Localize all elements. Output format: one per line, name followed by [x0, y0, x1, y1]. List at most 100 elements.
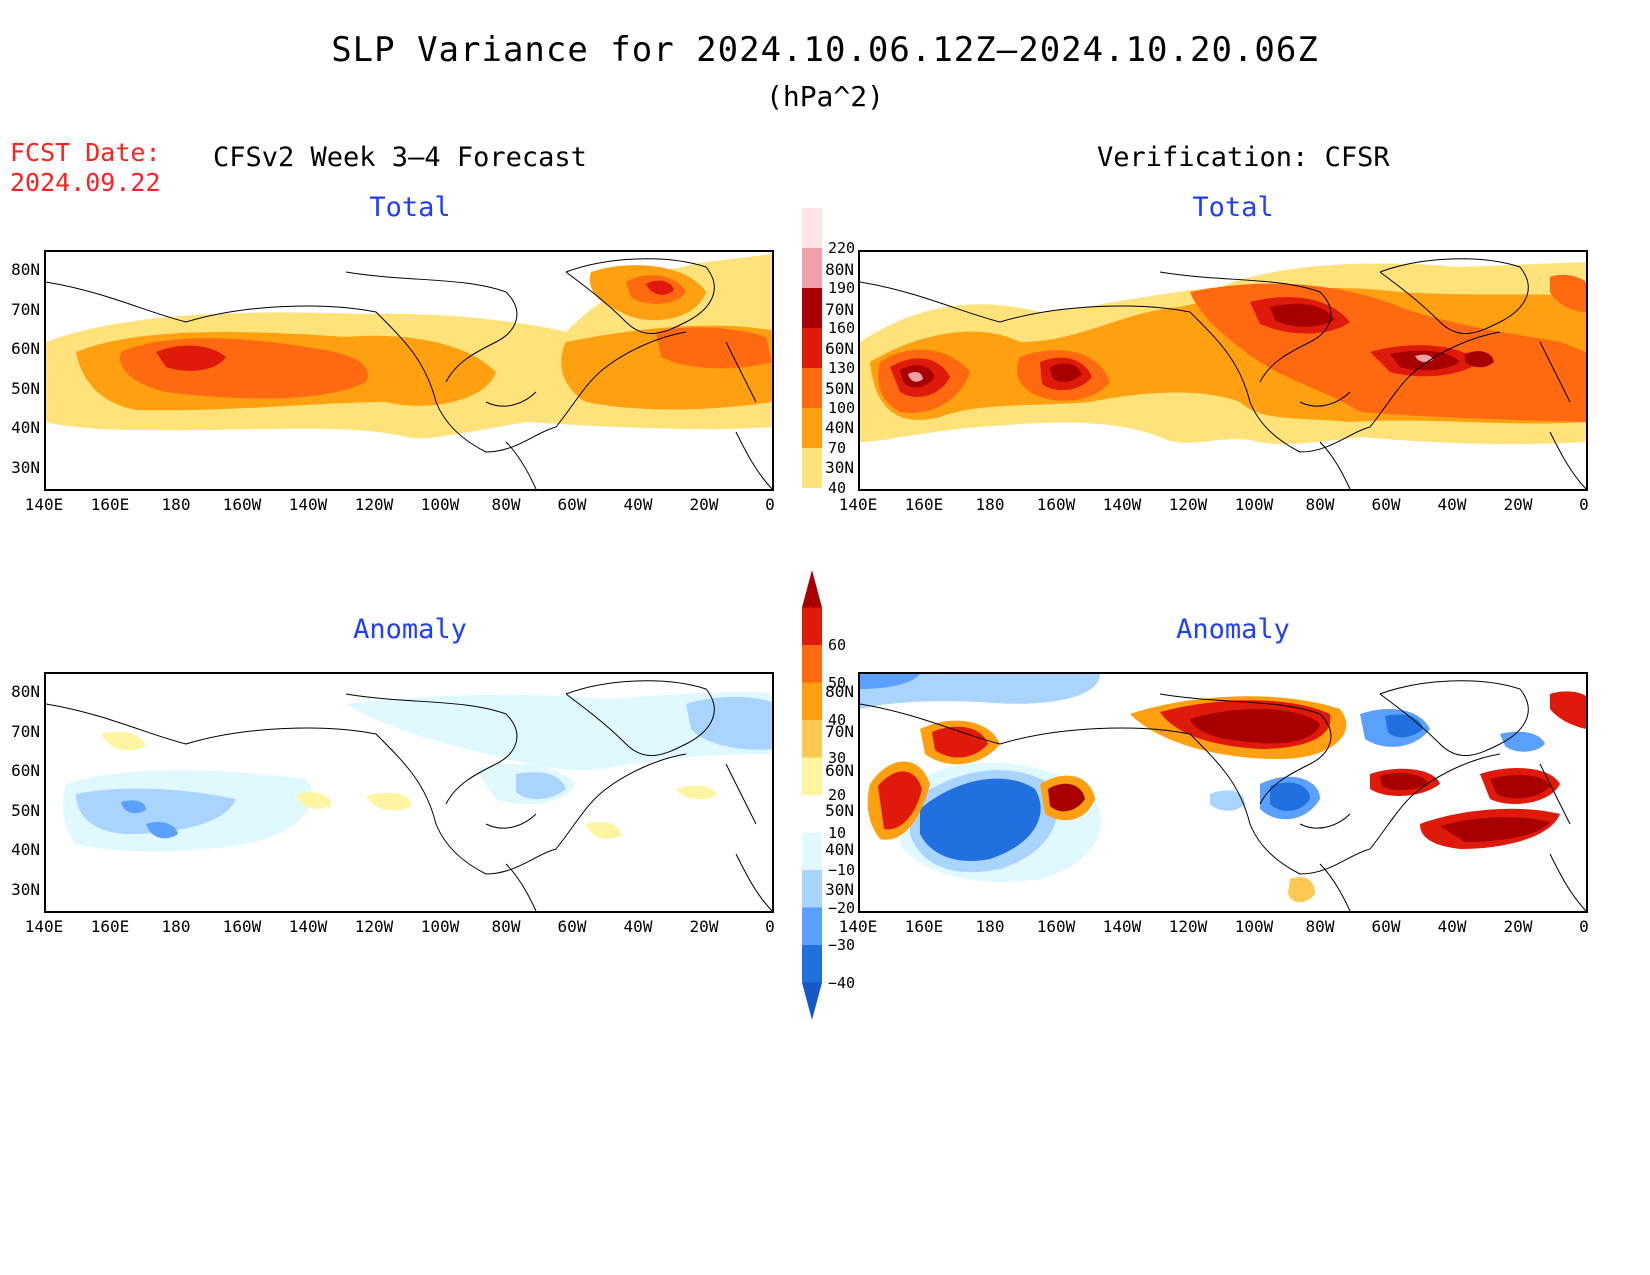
- lon-tick-label: 80W: [1305, 495, 1335, 514]
- colorbar-label: 50: [828, 673, 847, 692]
- lat-tick-label: 80N: [11, 260, 40, 279]
- colorbar-swatch: [802, 248, 822, 288]
- lat-tick-label: 30N: [11, 879, 40, 899]
- colorbar-swatch: [802, 832, 822, 870]
- lat-tick-label: 70N: [825, 299, 854, 319]
- lat-tick-label: 30N: [825, 457, 854, 477]
- colorbar-swatch: [802, 645, 822, 683]
- lon-tick-label: 140E: [24, 917, 64, 936]
- colorbar-swatch: [802, 757, 822, 795]
- lon-tick-label: 20W: [1503, 495, 1533, 514]
- lon-tick-label: 0: [765, 495, 775, 514]
- forecast-anomaly-map: [44, 672, 774, 913]
- lon-tick-label: 100W: [1234, 917, 1274, 936]
- lon-tick-label: 80W: [1305, 917, 1335, 936]
- lon-tick-label: 140W: [288, 495, 328, 514]
- colorbar-label: −10: [828, 861, 856, 879]
- lon-tick-label: 40W: [1437, 495, 1467, 514]
- colorbar-swatch: [802, 408, 822, 448]
- lat-tick-label: 70N: [11, 299, 40, 319]
- colorbar-label: 220: [828, 239, 856, 257]
- lat-tick-label: 30N: [11, 457, 40, 477]
- lon-tick-label: 160W: [222, 495, 262, 514]
- units-label: (hPa^2): [765, 80, 884, 113]
- lon-tick-label: 140W: [288, 917, 328, 936]
- lon-tick-label: 140E: [838, 495, 878, 514]
- colorbar-label: −40: [828, 973, 856, 992]
- colorbar-swatch: [802, 945, 822, 983]
- forecast-date-label: FCST Date:: [10, 138, 161, 167]
- lat-tick-label: 80N: [11, 682, 40, 701]
- colorbar-label: 160: [828, 319, 856, 337]
- lon-tick-label: 20W: [1503, 917, 1533, 936]
- lat-tick-label: 30N: [825, 879, 854, 899]
- lon-tick-label: 160W: [1036, 495, 1076, 514]
- colorbar-arrow-top: [802, 570, 822, 608]
- lat-tick-label: 80N: [825, 260, 854, 279]
- lat-tick-label: 70N: [11, 721, 40, 741]
- colorbar-swatch: [802, 795, 822, 833]
- forecast-date-value: 2024.09.22: [10, 168, 161, 197]
- lon-tick-label: 160W: [1036, 917, 1076, 936]
- colorbar-label: 40: [828, 479, 847, 497]
- lon-tick-label: 160E: [90, 495, 130, 514]
- colorbar-label: 100: [828, 399, 856, 417]
- colorbar-label: 60: [828, 636, 847, 654]
- colorbar-swatch: [802, 448, 822, 488]
- total-colorbar: [802, 208, 822, 528]
- lon-tick-label: 160E: [904, 495, 944, 514]
- lon-tick-label: 60W: [1371, 495, 1401, 514]
- anomaly-colorbar-swatches: [802, 570, 822, 1020]
- verification-total-field: [860, 258, 1586, 489]
- colorbar-swatch: [802, 208, 822, 248]
- lon-tick-label: 140W: [1102, 917, 1142, 936]
- colorbar-swatch: [802, 368, 822, 408]
- lon-tick-label: 60W: [557, 495, 587, 514]
- anomaly-colorbar: [802, 570, 822, 1020]
- forecast-anomaly-field: [46, 680, 772, 911]
- colorbar-label: 20: [828, 786, 847, 804]
- lat-tick-label: 70N: [825, 721, 854, 741]
- lon-tick-label: 80W: [491, 917, 521, 936]
- lat-tick-label: 40N: [825, 418, 854, 437]
- lon-tick-label: 180: [161, 495, 191, 514]
- colorbar-label: 30: [828, 748, 847, 767]
- verification-anomaly-title: Anomaly: [1176, 614, 1290, 645]
- colorbar-label: 70: [828, 439, 847, 457]
- colorbar-arrow-bottom: [802, 982, 822, 1020]
- lon-tick-label: 60W: [1371, 917, 1401, 936]
- lat-tick-label: 60N: [11, 761, 40, 780]
- lon-tick-label: 100W: [1234, 495, 1274, 514]
- main-title: SLP Variance for 2024.10.06.12Z–2024.10.…: [331, 30, 1319, 70]
- total-colorbar-swatches: [802, 208, 822, 488]
- lon-tick-label: 180: [975, 917, 1005, 936]
- lon-tick-label: 140W: [1102, 495, 1142, 514]
- colorbar-label: −20: [828, 898, 856, 917]
- colorbar-label: −30: [828, 936, 856, 954]
- verification-total-map: [858, 250, 1588, 491]
- lon-tick-label: 120W: [1168, 495, 1208, 514]
- lat-tick-label: 50N: [11, 800, 40, 820]
- lon-tick-label: 120W: [354, 917, 394, 936]
- colorbar-label: 10: [828, 823, 847, 842]
- lat-tick-label: 50N: [825, 378, 854, 398]
- forecast-column-title: CFSv2 Week 3–4 Forecast: [213, 142, 587, 173]
- lon-tick-label: 180: [161, 917, 191, 936]
- lon-tick-label: 120W: [1168, 917, 1208, 936]
- lon-tick-label: 160W: [222, 917, 262, 936]
- lat-tick-label: 60N: [825, 339, 854, 358]
- lon-tick-label: 0: [1579, 495, 1589, 514]
- colorbar-swatch: [802, 328, 822, 368]
- lon-tick-label: 180: [975, 495, 1005, 514]
- forecast-total-title: Total: [369, 192, 451, 223]
- lon-tick-label: 160E: [90, 917, 130, 936]
- colorbar-label: 190: [828, 279, 856, 297]
- forecast-total-map: [44, 250, 774, 491]
- colorbar-swatch: [802, 720, 822, 758]
- forecast-date: FCST Date: 2024.09.22: [10, 138, 161, 198]
- lon-tick-label: 60W: [557, 917, 587, 936]
- lat-tick-label: 40N: [825, 840, 854, 859]
- lat-tick-label: 80N: [825, 682, 854, 701]
- lat-tick-label: 40N: [11, 840, 40, 859]
- colorbar-swatch: [802, 907, 822, 945]
